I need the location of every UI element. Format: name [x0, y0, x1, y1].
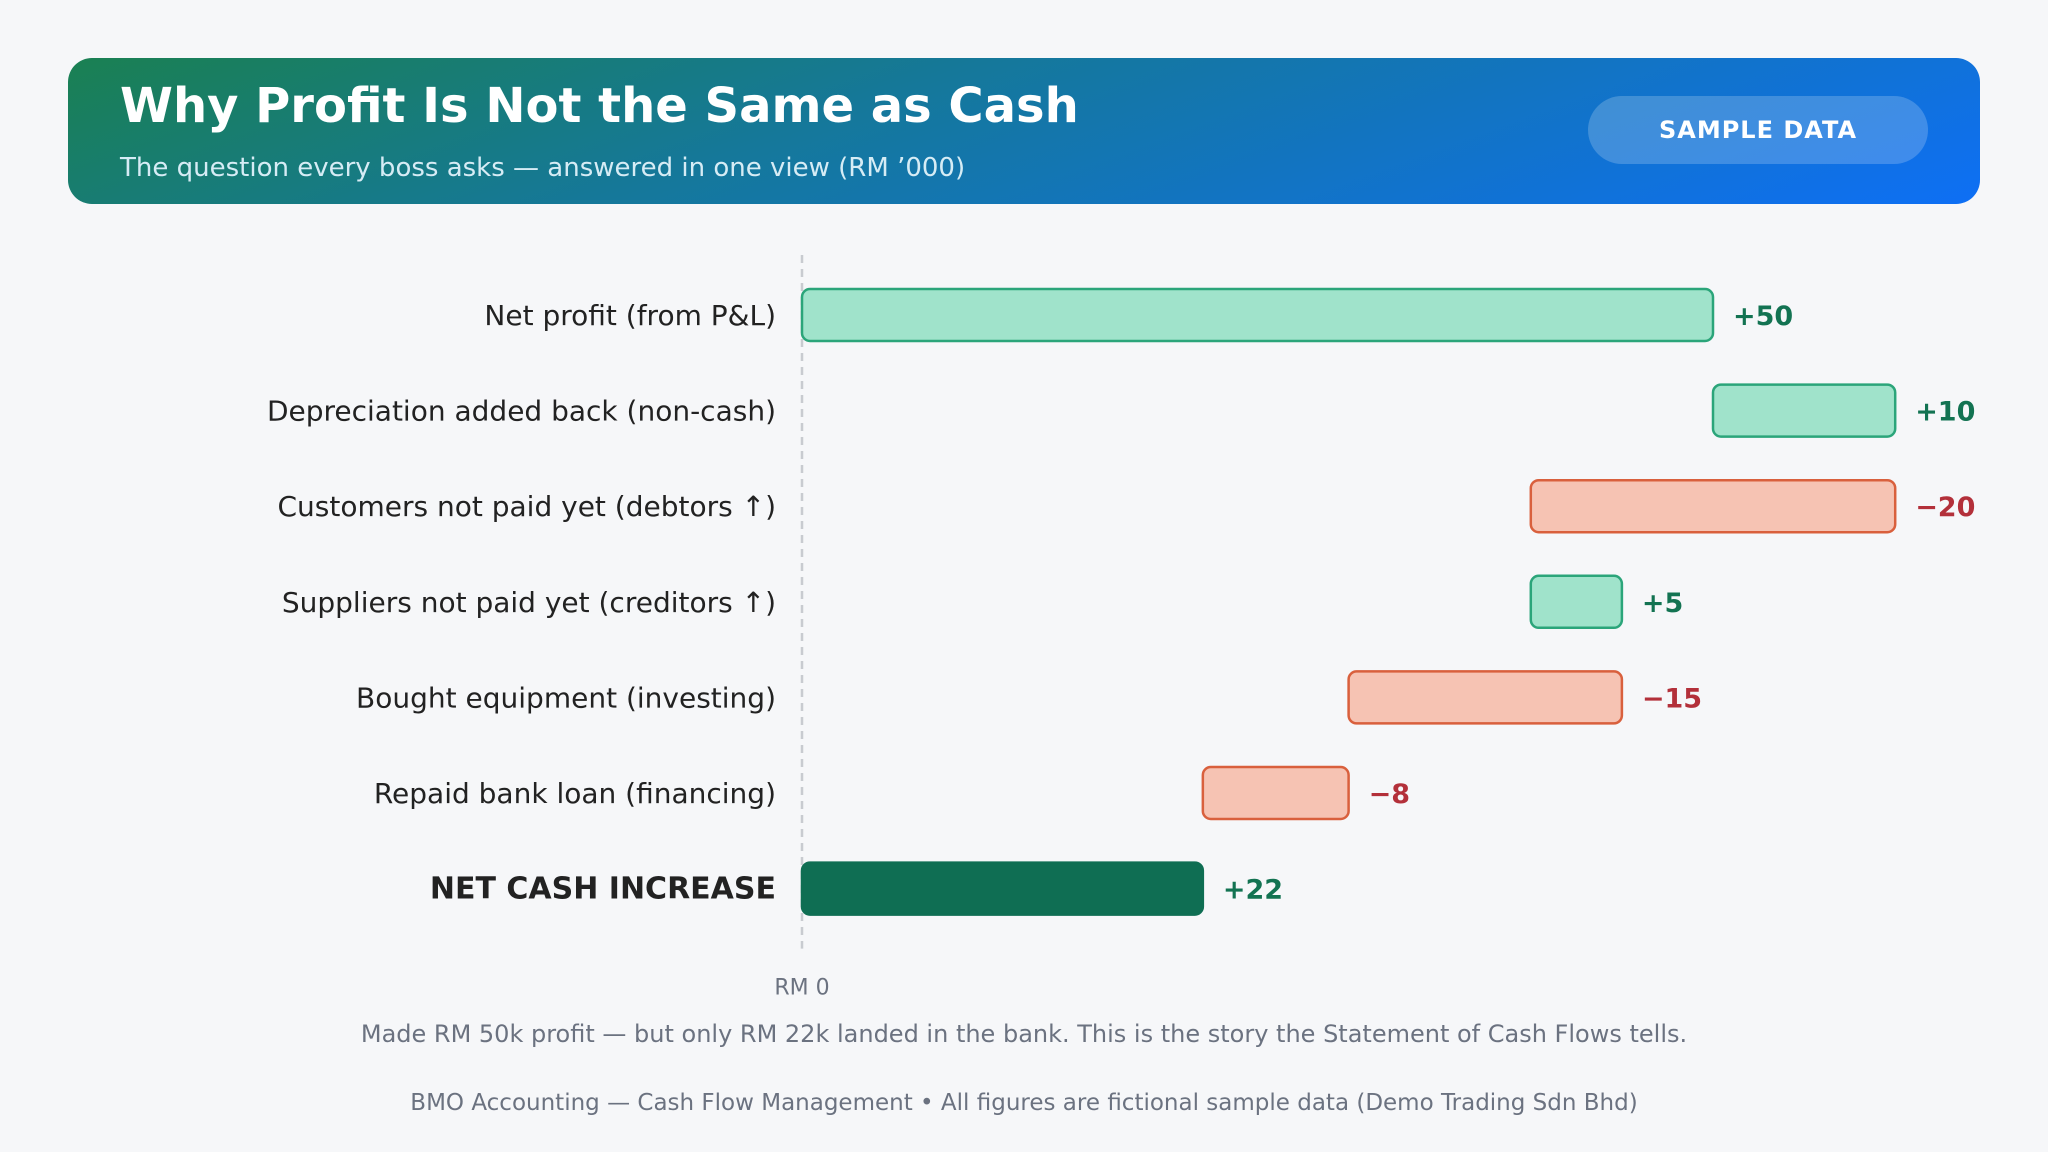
- page-subtitle: The question every boss asks — answered …: [120, 153, 966, 183]
- category-label-5: Bought equipment (investing): [356, 681, 776, 714]
- bar-1: [800, 287, 1715, 343]
- bar-7: [800, 861, 1205, 916]
- value-label-2: +10: [1915, 397, 1975, 428]
- waterfall-chart: RM 0 Net profit (from P&L) +50 Depreciation…: [267, 255, 1975, 1001]
- bar-4: [1529, 574, 1624, 630]
- value-label-3: −20: [1915, 492, 1975, 523]
- value-label-4: +5: [1642, 588, 1683, 619]
- category-label-2: Depreciation added back (non-cash): [267, 395, 776, 428]
- baseline-label: RM 0: [774, 976, 829, 1001]
- page-title: Why Profit Is Not the Same as Cash: [120, 78, 1079, 134]
- category-label-4: Suppliers not paid yet (creditors ↑): [282, 586, 776, 619]
- category-label-7: NET CASH INCREASE: [430, 872, 776, 907]
- category-label-3: Customers not paid yet (debtors ↑): [277, 490, 776, 523]
- value-label-1: +50: [1733, 301, 1793, 332]
- bar-6: [1201, 765, 1350, 821]
- sample-data-badge: SAMPLE DATA: [1588, 96, 1928, 164]
- value-label-5: −15: [1642, 683, 1702, 714]
- value-label-7: +22: [1223, 875, 1283, 906]
- header-banner: Why Profit Is Not the Same as Cash The q…: [68, 58, 1980, 204]
- page-footer: BMO Accounting — Cash Flow Management • …: [410, 1090, 1638, 1116]
- bar-2: [1711, 383, 1897, 438]
- category-label-1: Net profit (from P&L): [484, 299, 776, 332]
- value-label-6: −8: [1369, 779, 1410, 810]
- category-label-6: Repaid bank loan (financing): [374, 777, 776, 810]
- bar-3: [1529, 478, 1897, 534]
- bar-5: [1347, 670, 1624, 725]
- chart-caption: Made RM 50k profit — but only RM 22k lan…: [360, 1020, 1688, 1048]
